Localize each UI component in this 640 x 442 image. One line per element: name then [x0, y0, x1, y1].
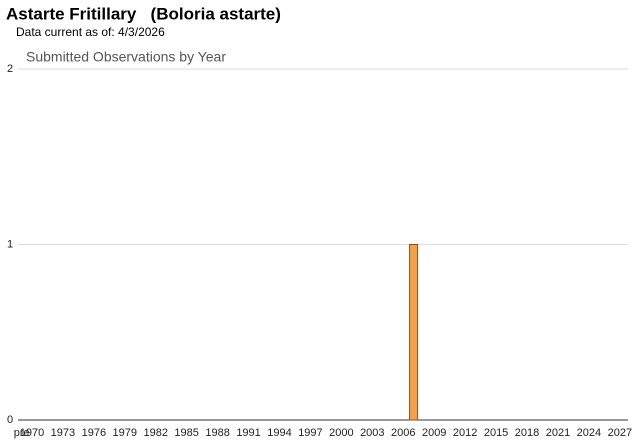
x-tick-label: 2018: [515, 427, 539, 439]
y-tick-label: 0: [7, 414, 13, 426]
x-tick-label: 1985: [174, 427, 198, 439]
x-tick-label: 1976: [82, 427, 106, 439]
x-tick-label: 2027: [608, 427, 632, 439]
x-tick-label: pre: [14, 427, 30, 439]
x-tick-label: 1970: [20, 427, 44, 439]
x-tick-label: 2024: [577, 427, 601, 439]
x-tick-label: 1982: [143, 427, 167, 439]
page-title: Astarte Fritillary (Boloria astarte): [6, 4, 281, 23]
x-tick-label: 1997: [298, 427, 322, 439]
x-tick-label: 1988: [205, 427, 229, 439]
x-tick-label: 2012: [453, 427, 477, 439]
x-tick-label: 1979: [113, 427, 137, 439]
y-tick-label: 2: [7, 63, 13, 75]
x-tick-label: 2000: [329, 427, 353, 439]
x-tick-label: 1973: [51, 427, 75, 439]
x-tick-label: 2003: [360, 427, 384, 439]
x-tick-label: 2006: [391, 427, 415, 439]
x-tick-label: 1994: [267, 427, 291, 439]
x-tick-label: 2015: [484, 427, 508, 439]
x-tick-label: 2021: [546, 427, 570, 439]
chart-title: Submitted Observations by Year: [26, 49, 226, 65]
bar: [409, 244, 419, 421]
y-tick-label: 1: [7, 238, 13, 250]
data-date: Data current as of: 4/3/2026: [16, 25, 165, 39]
x-tick-label: 2009: [422, 427, 446, 439]
x-tick-label: 1991: [236, 427, 260, 439]
